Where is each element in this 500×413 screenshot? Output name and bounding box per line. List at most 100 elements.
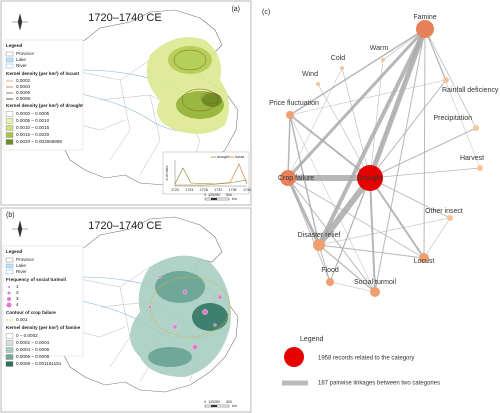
- legend-item: 2: [16, 290, 19, 295]
- locust-contour: [200, 91, 220, 105]
- inset-x-tick: 1732: [214, 188, 222, 192]
- legend-swatch: [5, 132, 14, 138]
- legend-swatch: [5, 340, 14, 346]
- legend-item: 0.0008 – 0.001161151: [16, 361, 62, 366]
- legend-title: Legend: [300, 336, 323, 343]
- legend-text: 1958 records related to the category: [318, 356, 414, 362]
- linkage: [287, 177, 331, 283]
- legend-item: Lake: [16, 263, 26, 268]
- legend-item: 1: [16, 284, 19, 289]
- map-title: 1720–1740 CE: [88, 12, 161, 24]
- inset-line: [175, 163, 248, 186]
- category-node: [381, 58, 385, 62]
- scale-label: 0: [204, 400, 206, 404]
- node-label: Crop failure: [278, 175, 314, 182]
- linkage: [318, 244, 376, 293]
- category-node: [447, 215, 453, 221]
- linkage: [287, 114, 291, 179]
- linkage: [369, 177, 376, 293]
- linkage: [424, 28, 477, 129]
- inset-axis: [174, 160, 247, 187]
- legend-swatch: [5, 125, 14, 131]
- legend-item: 0.001: [16, 317, 28, 322]
- node-label: Cold: [331, 55, 346, 62]
- legend-swatch: [5, 269, 14, 275]
- linkage: [423, 28, 426, 259]
- linkage: [369, 79, 447, 179]
- category-node: [416, 20, 434, 38]
- legend-heading: Contour of crop failure: [6, 310, 56, 315]
- node-label: Famine: [413, 14, 436, 21]
- legend-item: 0.0015 – 0.0020: [16, 132, 50, 137]
- legend-swatch: [5, 57, 14, 63]
- famine-density: [148, 347, 192, 367]
- inset-line: [174, 167, 248, 185]
- node-label: Locust: [414, 258, 435, 265]
- scale-label: 250: [214, 193, 220, 197]
- legend-item: 0.0010 – 0.0015: [16, 125, 50, 130]
- legend-item: 0.0002: [16, 78, 30, 83]
- category-node: [477, 165, 483, 171]
- province-border: [139, 94, 161, 176]
- legend-item: 4: [16, 302, 19, 307]
- legend-swatch: [7, 297, 11, 301]
- linkage: [287, 67, 343, 179]
- legend-heading: Kernel density (per km²) of locust: [6, 71, 79, 76]
- turmoil-point: [202, 309, 208, 315]
- legend-item: 0 – 0.0002: [16, 333, 38, 338]
- linkage: [289, 114, 376, 293]
- linkage: [329, 28, 426, 283]
- turmoil-point: [182, 289, 188, 295]
- linkage: [341, 67, 371, 179]
- category-node: [326, 278, 334, 286]
- category-node: [280, 170, 296, 186]
- scale-label: 500: [226, 400, 232, 404]
- node-label: Other insect: [425, 208, 463, 215]
- map-title: 1720–1740 CE: [88, 220, 161, 232]
- linkage: [369, 177, 451, 219]
- scale-unit: km: [232, 197, 237, 201]
- turmoil-point: [192, 344, 198, 350]
- legend-heading: Kernel density (per km²) of drought: [6, 103, 83, 108]
- legend-heading: Kernel density (per km²) of famine: [6, 325, 81, 330]
- linkage: [289, 114, 320, 246]
- legend-swatch: [5, 51, 14, 57]
- locust-contour: [181, 88, 219, 112]
- legend-swatch: [5, 257, 14, 263]
- legend-swatch: [5, 118, 14, 124]
- linkage: [289, 114, 371, 179]
- linkage: [369, 127, 477, 179]
- node-label: Social turmoil: [354, 279, 396, 286]
- linkage: [318, 217, 451, 246]
- inset-x-tick: 1724: [186, 188, 194, 192]
- linkage: [369, 177, 425, 259]
- crop-contour: [149, 276, 231, 338]
- linkage: [289, 79, 447, 116]
- category-node: [473, 125, 479, 131]
- category-node: [370, 287, 380, 297]
- linkage: [286, 177, 321, 246]
- legend-title: Legend: [6, 43, 23, 48]
- inset-legend-item: drought: [217, 155, 229, 159]
- node-label: Rainfall deficiency: [442, 87, 499, 94]
- scale-label: 0: [204, 193, 206, 197]
- legend-swatch: [5, 63, 14, 69]
- legend-item: 3: [16, 296, 19, 301]
- legend-item: 0.0005 – 0.0010: [16, 118, 50, 123]
- linkage: [369, 59, 384, 179]
- legend-swatch: [5, 354, 14, 360]
- legend-swatch: [7, 291, 11, 295]
- legend-item: 0.0002 – 0.0004: [16, 340, 50, 345]
- node-label: Flood: [321, 267, 339, 274]
- linkage: [287, 177, 425, 259]
- inset-x-tick: 1740: [243, 188, 251, 192]
- linkage: [286, 27, 427, 180]
- scale-label: 500: [226, 193, 232, 197]
- node-label: Harvest: [460, 155, 484, 162]
- linkage: [289, 28, 426, 116]
- turmoil-point: [158, 275, 162, 279]
- legend-swatch: [5, 139, 14, 145]
- category-node: [340, 66, 344, 70]
